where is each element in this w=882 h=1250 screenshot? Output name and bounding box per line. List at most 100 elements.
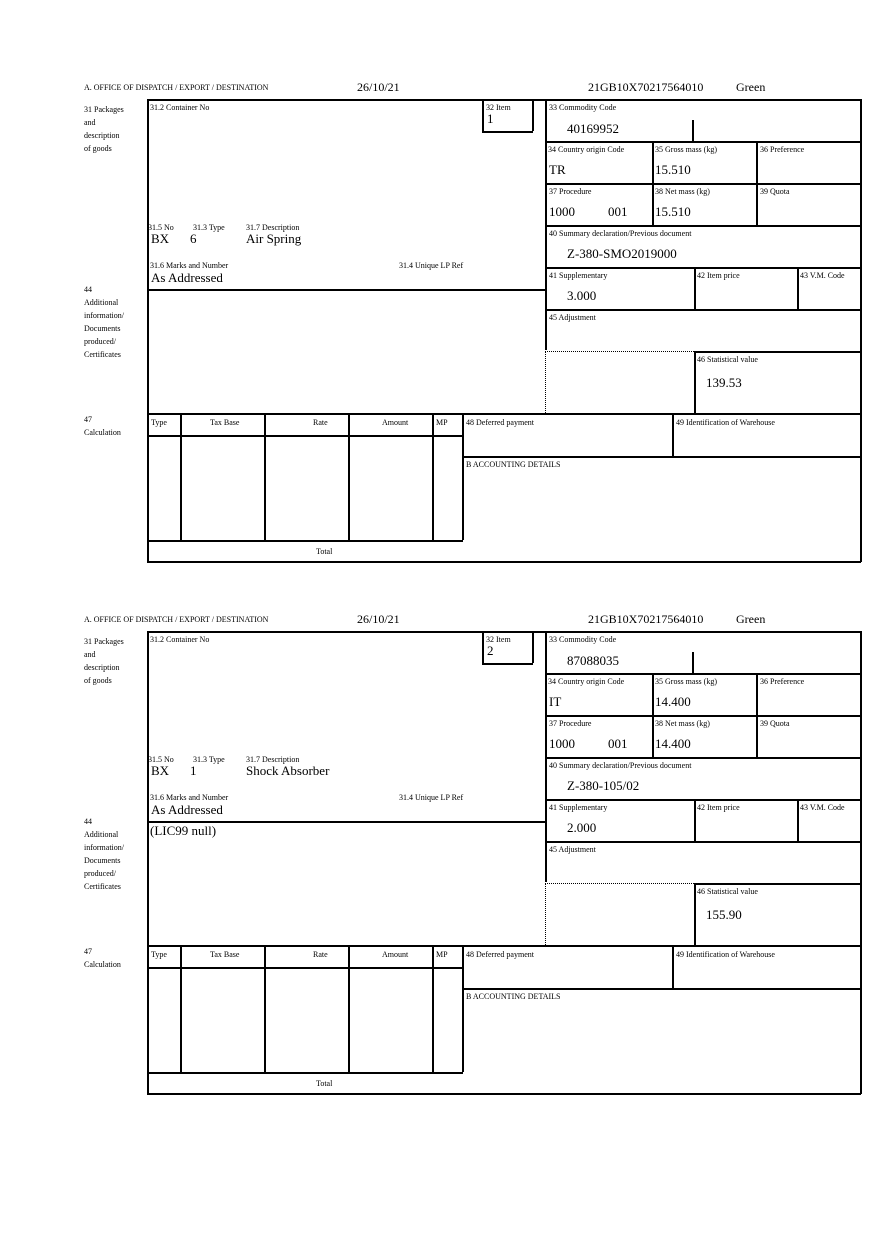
form-line	[147, 631, 149, 1094]
label-type: 31.3 Type	[193, 223, 225, 232]
form-line	[180, 945, 182, 1072]
label-container: 31.2 Container No	[150, 103, 210, 112]
net-mass: 15.510	[655, 204, 691, 219]
form-line	[532, 99, 534, 131]
procedure-code: 001	[608, 736, 628, 751]
label-calculation: 47 Calculation	[84, 947, 121, 969]
label-procedure: 37 Procedure	[549, 187, 592, 196]
form-line	[482, 131, 533, 133]
label-quota: 39 Quota	[760, 187, 790, 196]
form-line	[147, 561, 861, 563]
form-line	[482, 631, 484, 663]
form-line	[545, 267, 861, 269]
form-line	[860, 99, 862, 562]
label-supplementary: 41 Supplementary	[549, 271, 608, 280]
form-line	[147, 435, 463, 437]
goods-description: Air Spring	[246, 231, 302, 246]
form-line	[264, 413, 266, 540]
label-procedure: 37 Procedure	[549, 719, 592, 728]
label-rate: Rate	[313, 950, 328, 959]
form-line	[147, 1072, 463, 1074]
form-line	[545, 841, 861, 843]
label-unique-ref: 31.4 Unique LP Ref	[399, 261, 464, 270]
label-mp: MP	[436, 418, 448, 427]
label-country: 34 Country origin Code	[548, 677, 625, 686]
declaration-item-block: A. OFFICE OF DISPATCH / EXPORT / DESTINA…	[0, 78, 882, 578]
gross-mass: 14.400	[655, 694, 691, 709]
commodity-code: 87088035	[567, 653, 619, 668]
package-type: 1	[190, 763, 197, 778]
form-line	[545, 99, 547, 350]
form-line	[147, 289, 545, 291]
form-line	[462, 945, 464, 1072]
form-line	[545, 309, 861, 311]
marks-value: As Addressed	[151, 270, 223, 285]
form-line	[147, 99, 149, 562]
form-line	[147, 631, 861, 633]
procedure-code: 001	[608, 204, 628, 219]
form-line	[797, 799, 799, 841]
label-gross: 35 Gross mass (kg)	[655, 145, 717, 154]
label-no: 31.5 No	[148, 755, 174, 764]
date: 26/10/21	[357, 80, 400, 94]
additional-info: (LIC99 null)	[150, 823, 217, 838]
form-line	[545, 183, 861, 185]
form-line	[672, 413, 674, 456]
form-line	[545, 631, 547, 882]
label-commodity: 33 Commodity Code	[549, 635, 617, 644]
reference-number: 21GB10X70217564010	[588, 612, 704, 626]
label-calc-type: Type	[151, 418, 167, 427]
label-item-price: 42 Item price	[697, 803, 740, 812]
goods-description: Shock Absorber	[246, 763, 330, 778]
label-calc-type: Type	[151, 950, 167, 959]
dotted-divider	[545, 351, 546, 413]
form-line	[545, 715, 861, 717]
header-office: A. OFFICE OF DISPATCH / EXPORT / DESTINA…	[84, 615, 269, 624]
label-item: 32 Item	[486, 635, 511, 644]
label-quota: 39 Quota	[760, 719, 790, 728]
marks-value: As Addressed	[151, 802, 223, 817]
label-vm-code: 43 V.M. Code	[800, 271, 845, 280]
label-net: 38 Net mass (kg)	[655, 187, 710, 196]
label-tax-base: Tax Base	[210, 950, 240, 959]
label-accounting: B ACCOUNTING DETAILS	[466, 460, 561, 469]
label-warehouse: 49 Identification of Warehouse	[676, 950, 775, 959]
label-description: 31.7 Description	[246, 223, 300, 232]
form-line	[180, 413, 182, 540]
label-supplementary: 41 Supplementary	[549, 803, 608, 812]
form-line	[545, 757, 861, 759]
label-adjustment: 45 Adjustment	[549, 313, 596, 322]
gross-mass: 15.510	[655, 162, 691, 177]
label-gross: 35 Gross mass (kg)	[655, 677, 717, 686]
form-line	[797, 267, 799, 309]
label-amount: Amount	[382, 950, 409, 959]
label-preference: 36 Preference	[760, 145, 805, 154]
label-vm-code: 43 V.M. Code	[800, 803, 845, 812]
previous-document: Z-380-105/02	[567, 778, 640, 793]
procedure-value: 1000	[549, 204, 575, 219]
form-line	[462, 413, 464, 540]
label-net: 38 Net mass (kg)	[655, 719, 710, 728]
header-office: A. OFFICE OF DISPATCH / EXPORT / DESTINA…	[84, 83, 269, 92]
label-marks: 31.6 Marks and Number	[150, 793, 229, 802]
supplementary-value: 2.000	[567, 820, 597, 835]
label-item-price: 42 Item price	[697, 271, 740, 280]
form-line	[694, 351, 861, 353]
procedure-value: 1000	[549, 736, 575, 751]
form-line	[672, 945, 674, 988]
form-line	[692, 120, 694, 141]
label-summary: 40 Summary declaration/Previous document	[549, 761, 692, 770]
form-line	[147, 540, 463, 542]
country-value: IT	[549, 694, 562, 709]
form-line	[348, 945, 350, 1072]
form-line	[462, 988, 861, 990]
form-line	[147, 413, 861, 415]
form-line	[756, 673, 758, 757]
statistical-value: 139.53	[706, 375, 742, 390]
form-line	[264, 945, 266, 1072]
label-calculation: 47 Calculation	[84, 415, 121, 437]
form-line	[147, 967, 463, 969]
label-deferred: 48 Deferred payment	[466, 950, 534, 959]
supplementary-value: 3.000	[567, 288, 597, 303]
